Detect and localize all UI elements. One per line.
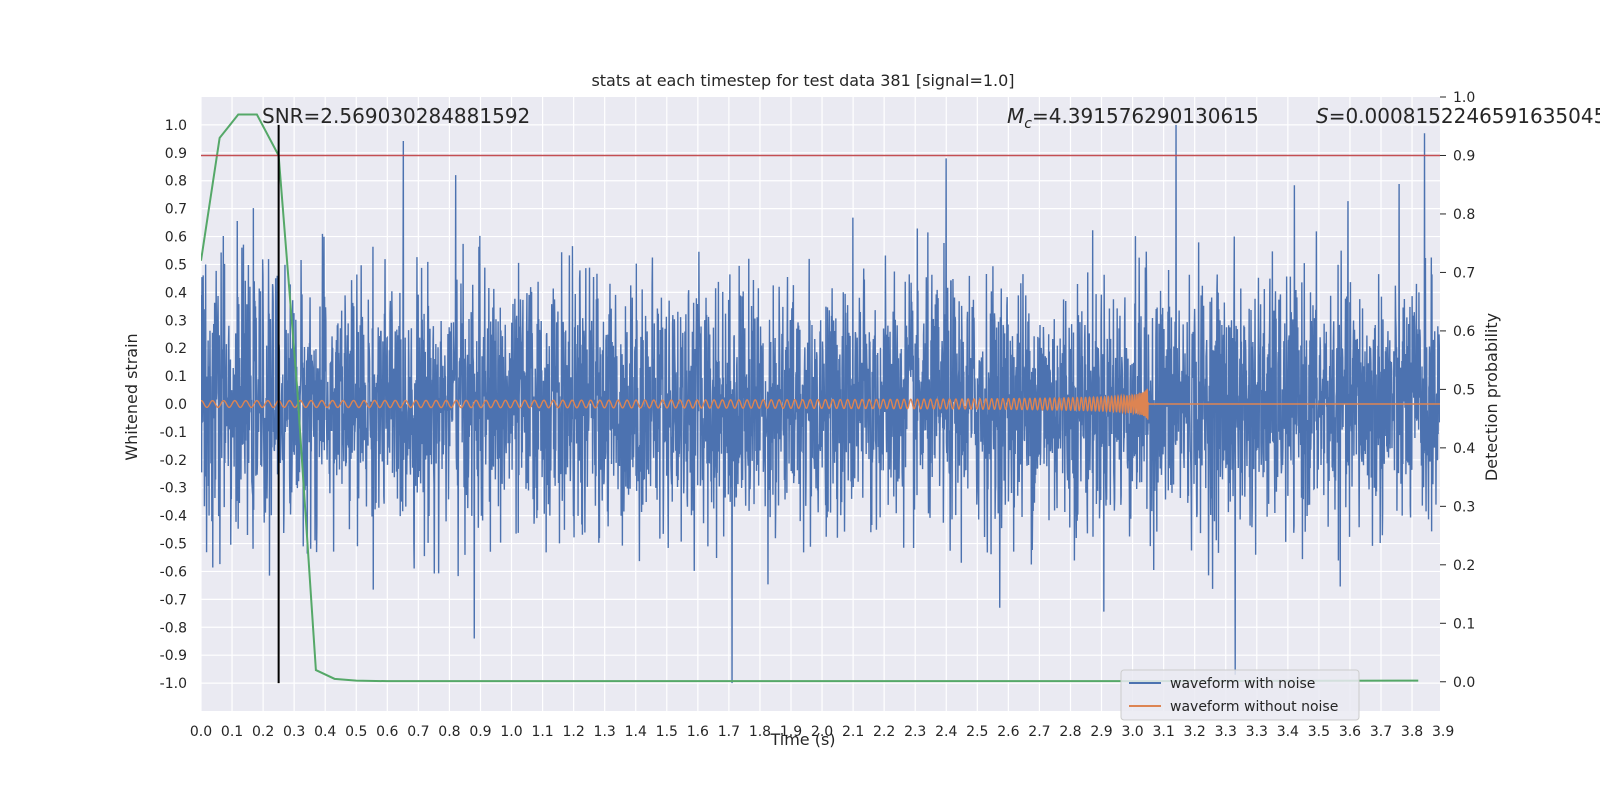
series-detection-probability xyxy=(201,113,1419,683)
x-tick-label: 0.0 xyxy=(190,724,212,740)
x-tick-label: 3.2 xyxy=(1184,724,1206,740)
y2-tick-label: 0.4 xyxy=(1453,441,1475,457)
y2-tick-label: 0.5 xyxy=(1453,382,1475,398)
legend-box xyxy=(1120,669,1360,721)
y-tick-label: -0.1 xyxy=(160,425,187,441)
series-waveform-with-noise xyxy=(201,124,1440,684)
x-tick-label: 2.5 xyxy=(966,724,988,740)
y-tick-label: 0.4 xyxy=(165,285,187,301)
x-tick-label: 0.1 xyxy=(221,724,243,740)
y-tick-label: -1.0 xyxy=(160,676,187,692)
x-tick-label: 3.8 xyxy=(1401,724,1423,740)
x-tick-label: 0.9 xyxy=(469,724,491,740)
y-tick-label: -0.4 xyxy=(160,509,187,525)
x-tick-label: 2.9 xyxy=(1090,724,1112,740)
x-tick-label: 2.8 xyxy=(1059,724,1081,740)
x-tick-label: 0.8 xyxy=(438,724,460,740)
mc-value: =4.391576290130615 xyxy=(1032,104,1259,128)
x-tick-label: 1.1 xyxy=(531,724,553,740)
y-tick-label: 0.2 xyxy=(165,341,187,357)
y-tick-label: 0.3 xyxy=(165,313,187,329)
y-tick-label: -0.9 xyxy=(160,648,187,664)
x-tick-label: 3.3 xyxy=(1246,724,1268,740)
x-tick-label: 3.6 xyxy=(1339,724,1361,740)
y-tick-label: 0.5 xyxy=(165,257,187,273)
s-annotation: S=0.0008152246591635045 xyxy=(1316,104,1600,128)
x-axis-label: Time (s) xyxy=(769,730,835,749)
y-tick-label: -0.8 xyxy=(160,620,187,636)
x-axis-ticks: 0.0 0.1 0.2 0.3 0.4 0.5 0.6 0.7 0.8 0.9 1.0 1.1 1.2 1… xyxy=(190,724,1454,740)
x-tick-label: 1.0 xyxy=(500,724,522,740)
y2-tick-label: 0.3 xyxy=(1453,499,1475,515)
y-tick-label: -0.5 xyxy=(160,537,187,553)
mc-symbol: M xyxy=(1007,104,1024,128)
x-tick-label: 0.4 xyxy=(314,724,336,740)
mc-annotation: Mc=4.391576290130615 xyxy=(1007,104,1259,132)
x-tick-label: 2.4 xyxy=(935,724,957,740)
x-tick-label: 2.6 xyxy=(997,724,1019,740)
x-tick-label: 2.2 xyxy=(873,724,895,740)
x-tick-label: 0.2 xyxy=(252,724,274,740)
x-tick-label: 3.7 xyxy=(1370,724,1392,740)
y2-axis-label: Detection probability xyxy=(1482,313,1501,481)
x-tick-label: 1.7 xyxy=(718,724,740,740)
legend-label-clean: waveform without noise xyxy=(1170,699,1338,715)
s-value: =0.0008152246591635045 xyxy=(1329,104,1600,128)
x-tick-label: 3.3 xyxy=(1215,724,1237,740)
y-tick-label: 0.8 xyxy=(165,174,187,190)
legend-label-noise: waveform with noise xyxy=(1170,676,1315,692)
y-tick-label: 0.7 xyxy=(165,202,187,218)
chart-title: stats at each timestep for test data 381… xyxy=(591,71,1014,90)
x-tick-label: 1.4 xyxy=(625,724,647,740)
x-tick-label: 2.1 xyxy=(842,724,864,740)
x-tick-label: 1.9 xyxy=(780,724,802,740)
clean-waveform-line xyxy=(201,388,1440,420)
y-tick-label: -0.7 xyxy=(160,592,187,608)
x-tick-label: 1.8 xyxy=(749,724,771,740)
x-tick-label: 2.7 xyxy=(1028,724,1050,740)
x-tick-label: 0.5 xyxy=(345,724,367,740)
noise-waveform-line xyxy=(201,124,1440,684)
y2-tick-label: 0.2 xyxy=(1453,558,1475,574)
y-tick-label: 0.0 xyxy=(165,397,187,413)
x-tick-label: 2.0 xyxy=(811,724,833,740)
x-tick-label: 1.6 xyxy=(687,724,709,740)
x-tick-label: 0.7 xyxy=(407,724,429,740)
y2-tick-label: 1.0 xyxy=(1453,90,1475,106)
y-tick-label: 0.1 xyxy=(165,369,187,385)
legend: waveform with noise waveform without noi… xyxy=(1120,669,1360,721)
y2-tick-label: 0.1 xyxy=(1453,616,1475,632)
x-tick-label: 1.3 xyxy=(594,724,616,740)
y-tick-label: -0.3 xyxy=(160,481,187,497)
y2-tick-label: 0.8 xyxy=(1453,207,1475,223)
y2-axis-ticks: 1.0 0.9 0.8 0.7 0.6 0.5 0.4 0.3 0.2 0.1 0.0 xyxy=(1440,90,1475,691)
snr-annotation: SNR=2.569030284881592 xyxy=(262,104,530,128)
y-tick-label: -0.2 xyxy=(160,453,187,469)
y-tick-label: -0.6 xyxy=(160,564,187,580)
x-tick-label: 1.5 xyxy=(656,724,678,740)
s-symbol: S xyxy=(1316,104,1329,128)
x-tick-label: 3.4 xyxy=(1277,724,1299,740)
x-tick-label: 2.3 xyxy=(904,724,926,740)
mc-subscript: c xyxy=(1024,116,1032,132)
y-axis-label: Whitened strain xyxy=(122,333,141,460)
x-tick-label: 0.3 xyxy=(283,724,305,740)
x-tick-label: 3.0 xyxy=(1121,724,1143,740)
y-tick-label: 1.0 xyxy=(165,118,187,134)
x-tick-label: 1.2 xyxy=(562,724,584,740)
x-tick-label: 3.5 xyxy=(1308,724,1330,740)
probability-line xyxy=(201,113,1419,683)
x-tick-label: 0.6 xyxy=(376,724,398,740)
x-tick-label: 3.1 xyxy=(1152,724,1174,740)
y2-tick-label: 0.9 xyxy=(1453,148,1475,164)
y-axis-ticks: 1.0 0.9 0.8 0.7 0.6 0.5 0.4 0.3 0.2 0.1 0.0 -0.1 -0.… xyxy=(160,118,187,692)
y2-tick-label: 0.7 xyxy=(1453,265,1475,281)
x-tick-label: 3.9 xyxy=(1432,724,1454,740)
series-waveform-without-noise xyxy=(201,388,1440,420)
y-tick-label: 0.9 xyxy=(165,146,187,162)
y2-tick-label: 0.6 xyxy=(1453,324,1475,340)
y2-tick-label: 0.0 xyxy=(1453,675,1475,691)
y-tick-label: 0.6 xyxy=(165,230,187,246)
